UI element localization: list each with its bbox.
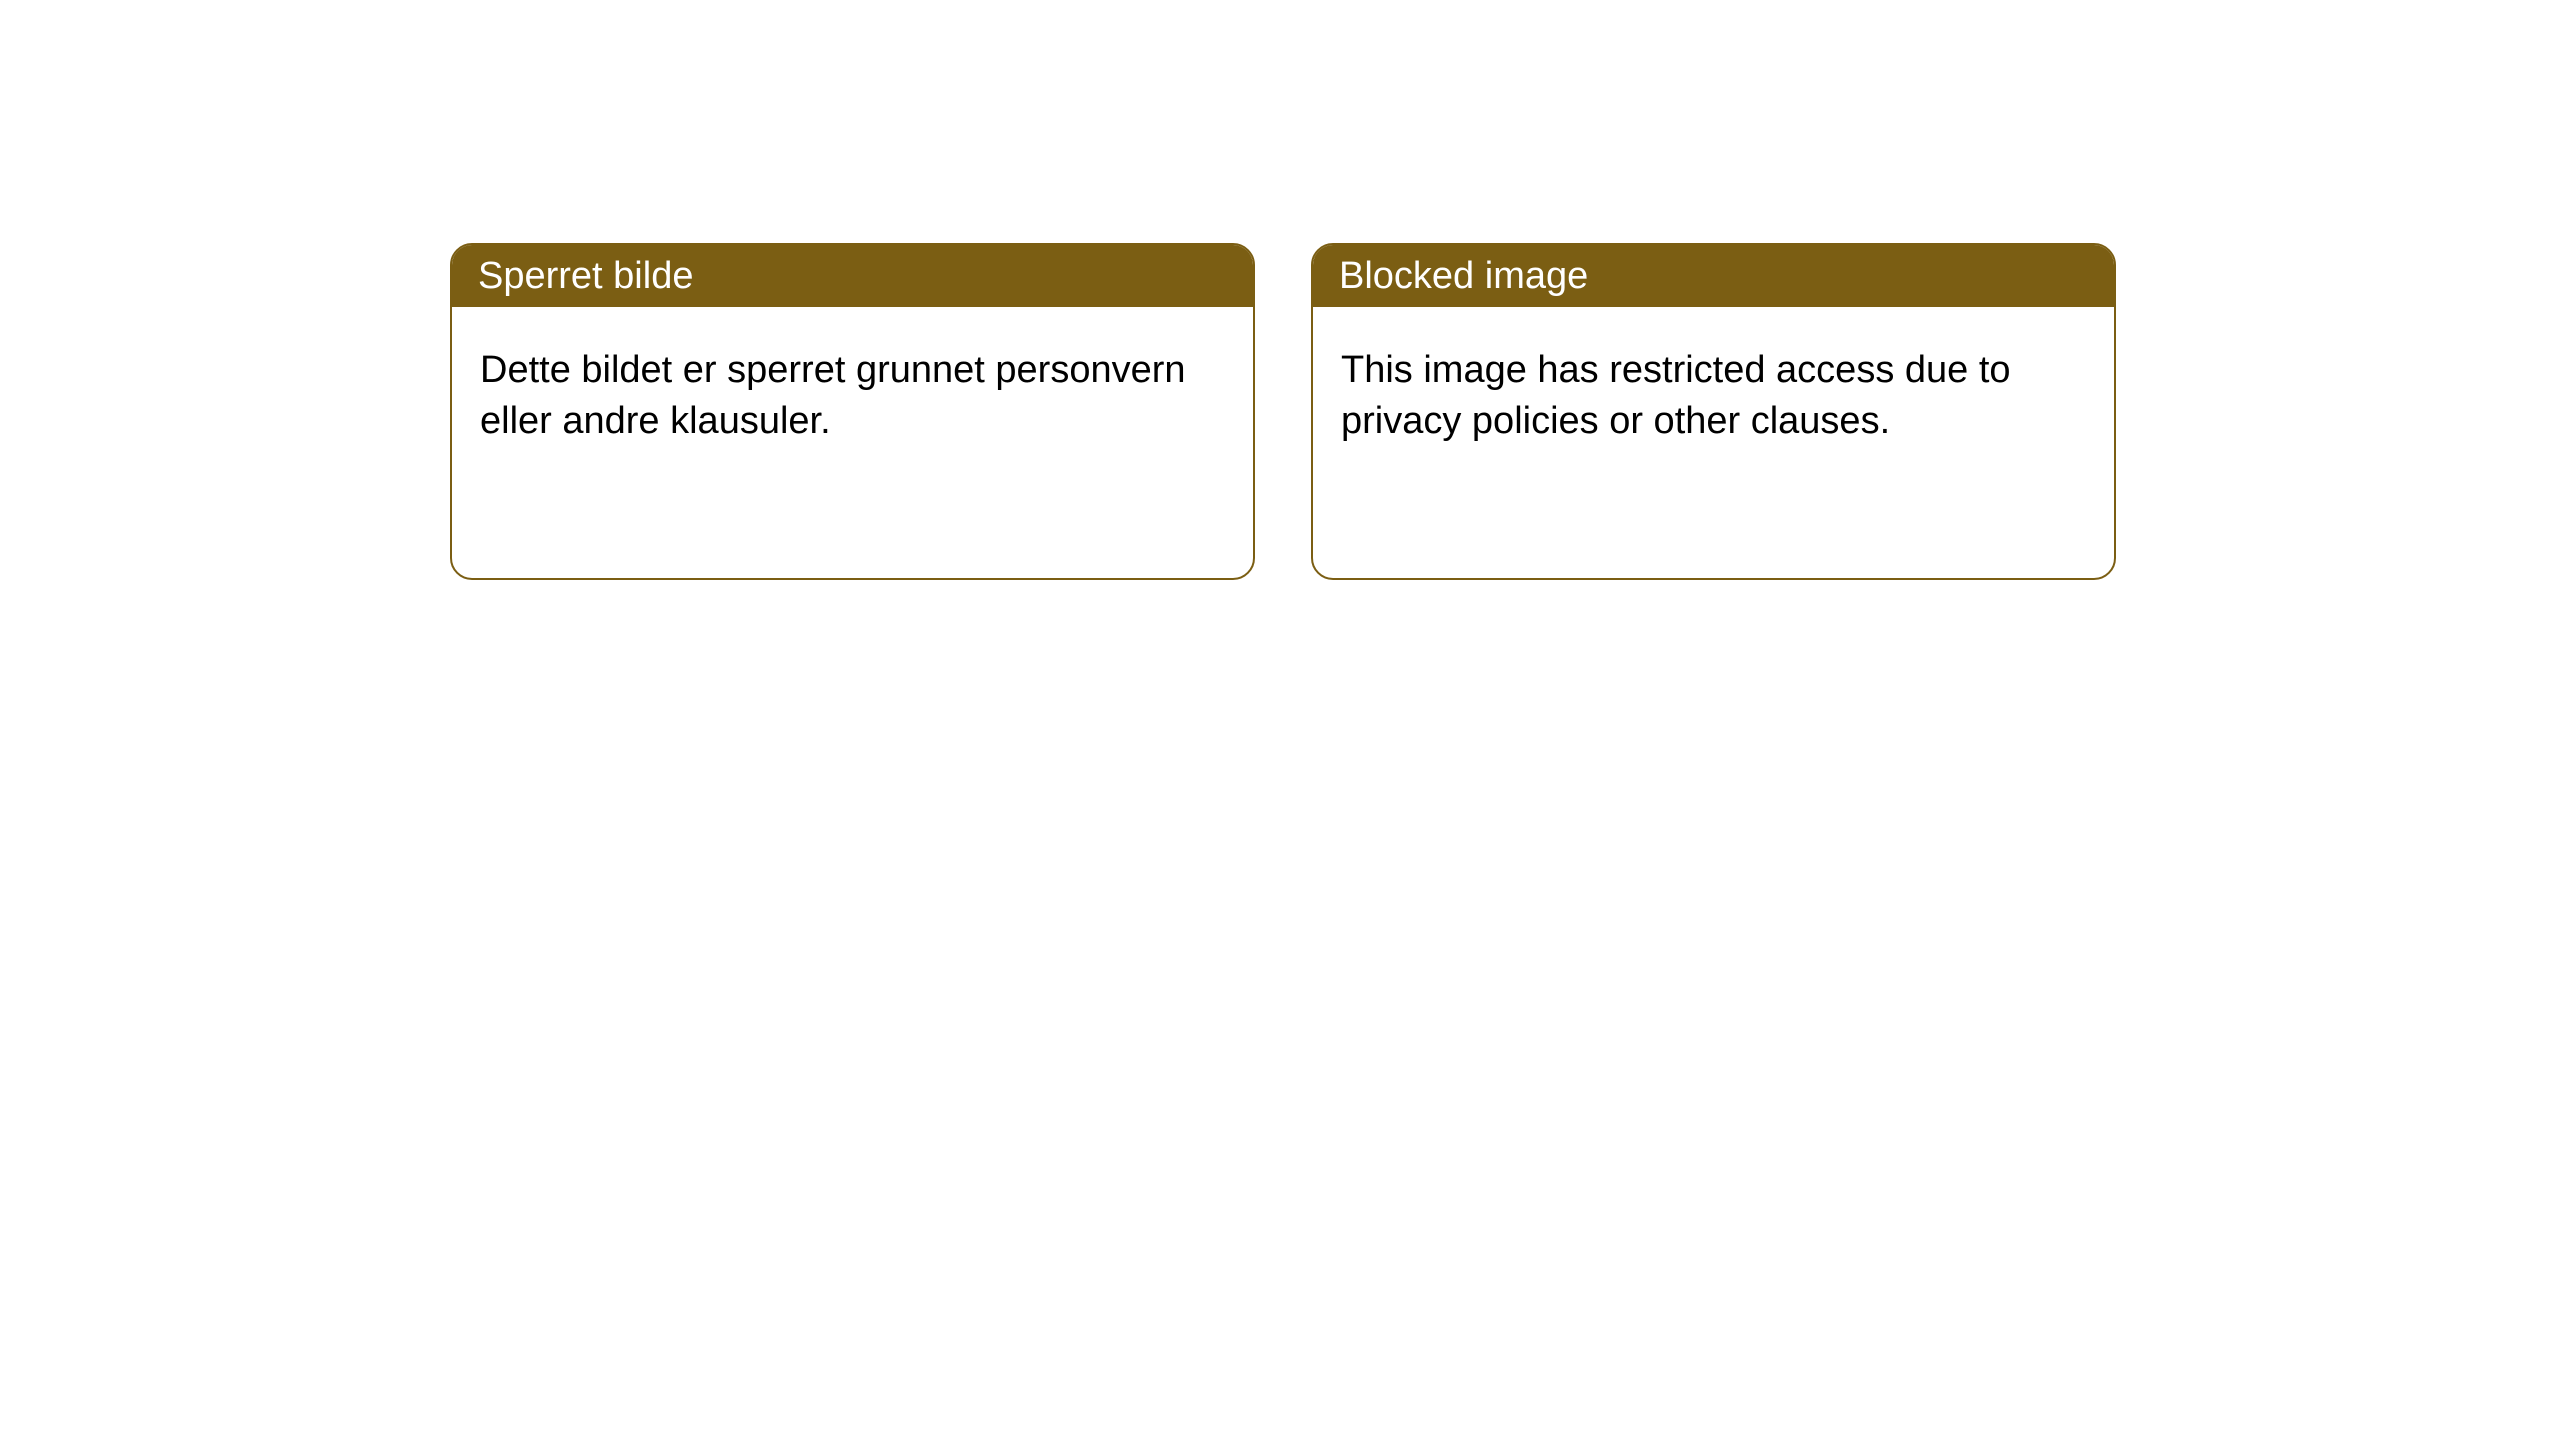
card-body-text: This image has restricted access due to … — [1341, 349, 2011, 442]
card-header: Blocked image — [1313, 245, 2114, 307]
card-body: Dette bildet er sperret grunnet personve… — [452, 307, 1253, 486]
card-body: This image has restricted access due to … — [1313, 307, 2114, 486]
card-body-text: Dette bildet er sperret grunnet personve… — [480, 349, 1186, 442]
card-header: Sperret bilde — [452, 245, 1253, 307]
blocked-image-card-norwegian: Sperret bilde Dette bildet er sperret gr… — [450, 243, 1255, 580]
card-title: Blocked image — [1339, 255, 1588, 298]
blocked-image-card-english: Blocked image This image has restricted … — [1311, 243, 2116, 580]
card-title: Sperret bilde — [478, 255, 693, 298]
notice-container: Sperret bilde Dette bildet er sperret gr… — [0, 0, 2560, 580]
